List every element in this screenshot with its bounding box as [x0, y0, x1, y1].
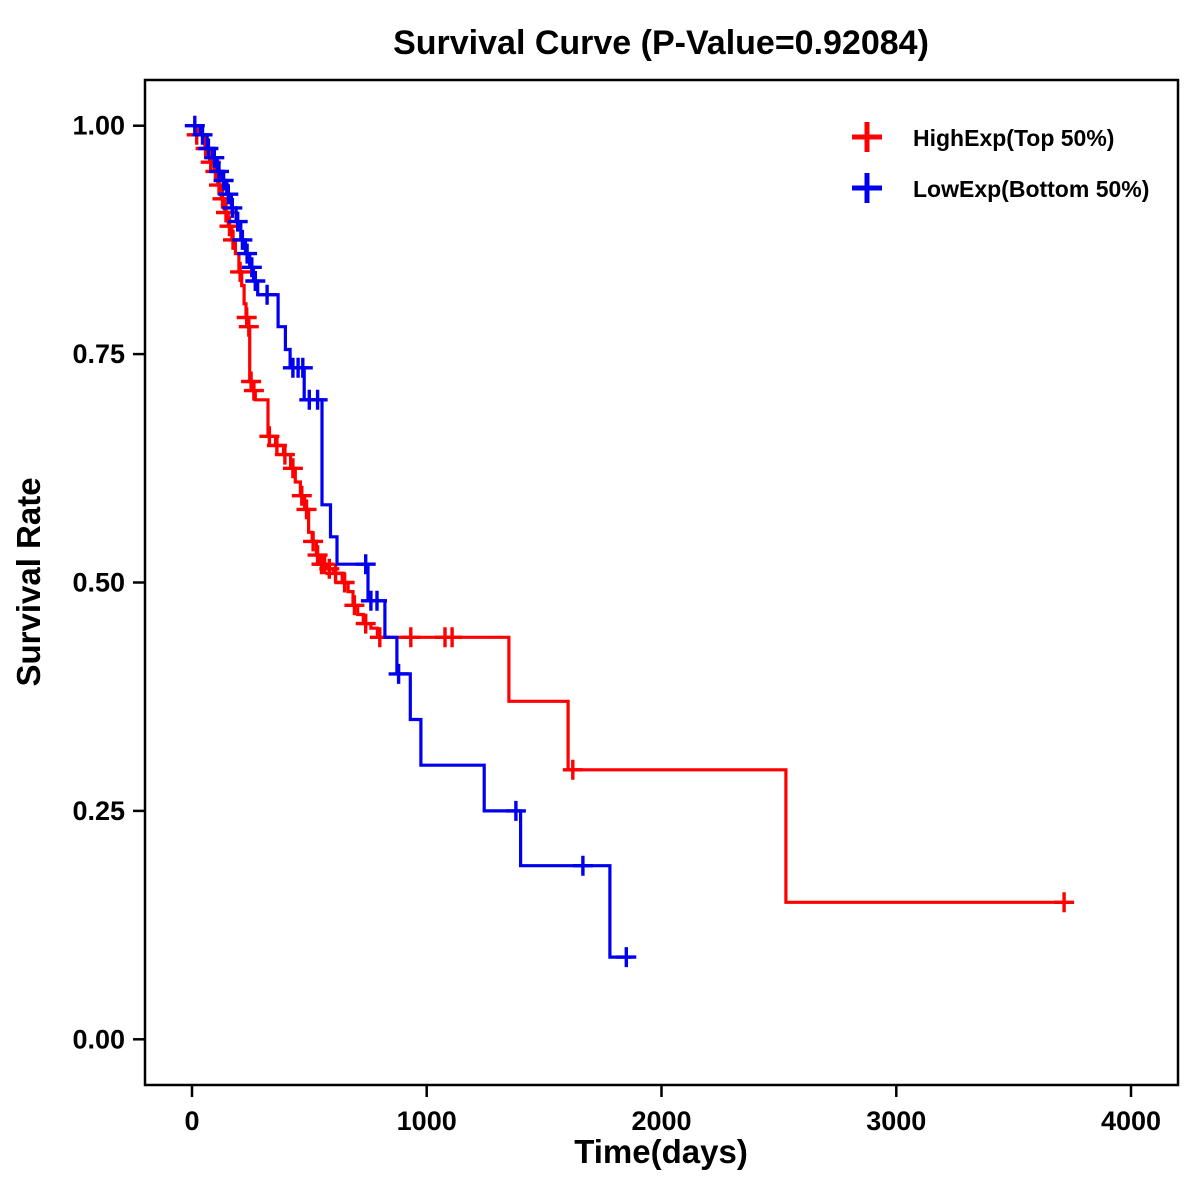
y-tick-label: 0.50	[72, 568, 125, 598]
highexp-top-50-censor-mark	[296, 499, 317, 520]
legend-censor-glyph-lowexp	[852, 173, 882, 203]
y-axis-label: Survival Rate	[10, 477, 47, 686]
y-tick-label: 0.75	[72, 339, 125, 369]
x-tick-label: 1000	[397, 1106, 457, 1136]
lowexp-bottom-50-censor-mark	[237, 243, 258, 264]
highexp-top-50-censor-mark	[274, 444, 295, 465]
lowexp-bottom-50-censor-mark	[616, 947, 637, 968]
x-axis-label: Time(days)	[574, 1133, 748, 1170]
x-tick-label: 3000	[866, 1106, 926, 1136]
highexp-top-50-censor-mark	[282, 458, 303, 479]
highexp-top-50-censor-mark	[238, 316, 259, 337]
lowexp-bottom-50-censor-mark	[257, 284, 278, 305]
highexp-top-50-censor-mark	[303, 531, 324, 552]
lowexp-bottom-50-censor-mark	[355, 554, 376, 575]
highexp-top-50-censor-mark	[344, 595, 365, 616]
series-curves	[184, 115, 1075, 968]
legend-censor-glyph-highexp	[852, 122, 882, 152]
highexp-top-50-censor-mark	[1054, 892, 1075, 913]
highexp-top-50-censor-mark	[230, 261, 251, 282]
lowexp-bottom-50-censor-mark	[204, 147, 225, 168]
lowexp-bottom-50-censor-mark	[209, 161, 229, 182]
lowexp-bottom-50-censor-mark	[367, 590, 387, 611]
highexp-top-50-curve	[192, 124, 1066, 904]
lowexp-bottom-50-censor-mark	[572, 855, 593, 876]
highexp-top-50-censor-mark	[314, 554, 335, 575]
legend: HighExp(Top 50%) LowExp(Bottom 50%)	[852, 122, 1149, 203]
highexp-top-50-censor-mark	[400, 627, 421, 648]
highexp-top-50-censor-mark	[243, 380, 264, 401]
highexp-top-50-censor-mark	[355, 613, 376, 634]
x-tick-label: 0	[184, 1106, 199, 1136]
lowexp-bottom-50-censor-mark	[227, 211, 248, 232]
lowexp-bottom-50-censor-mark	[218, 184, 239, 205]
lowexp-bottom-50-censor-mark	[213, 170, 234, 191]
legend-label-lowexp: LowExp(Bottom 50%)	[913, 176, 1149, 202]
legend-label-highexp: HighExp(Top 50%)	[913, 125, 1114, 151]
y-tick-label: 1.00	[72, 111, 125, 141]
lowexp-bottom-50-curve	[192, 124, 632, 959]
highexp-top-50-censor-mark	[291, 485, 312, 506]
lowexp-bottom-50-censor-mark	[245, 271, 266, 291]
highexp-top-50-censor-mark	[442, 627, 463, 648]
x-tick-label: 4000	[1101, 1106, 1161, 1136]
chart-title: Survival Curve (P-Value=0.92084)	[393, 24, 929, 62]
x-tick-label: 2000	[631, 1106, 691, 1136]
lowexp-bottom-50-censor-mark	[241, 257, 262, 278]
lowexp-bottom-50-censor-mark	[307, 389, 328, 410]
lowexp-bottom-50-censor-mark	[292, 357, 313, 378]
axes-ticks: 0 1000 2000 3000 4000 0.00 0.25 0.50 0.75 1.00	[72, 111, 1161, 1136]
highexp-top-50-censor-mark	[562, 759, 583, 780]
lowexp-bottom-50-censor-mark	[192, 124, 213, 145]
lowexp-bottom-50-censor-mark	[505, 800, 526, 821]
plot-border	[143, 78, 1180, 1087]
y-tick-label: 0.25	[72, 796, 125, 826]
lowexp-bottom-50-censor-mark	[388, 663, 409, 684]
y-tick-label: 0.00	[72, 1024, 125, 1054]
lowexp-bottom-50-censor-mark	[222, 197, 243, 218]
highexp-top-50-censor-mark	[241, 371, 262, 392]
highexp-top-50-censor-mark	[325, 563, 346, 584]
lowexp-bottom-50-censor-mark	[232, 229, 253, 250]
highexp-top-50-censor-mark	[236, 307, 257, 328]
highexp-top-50-censor-mark	[334, 572, 355, 593]
